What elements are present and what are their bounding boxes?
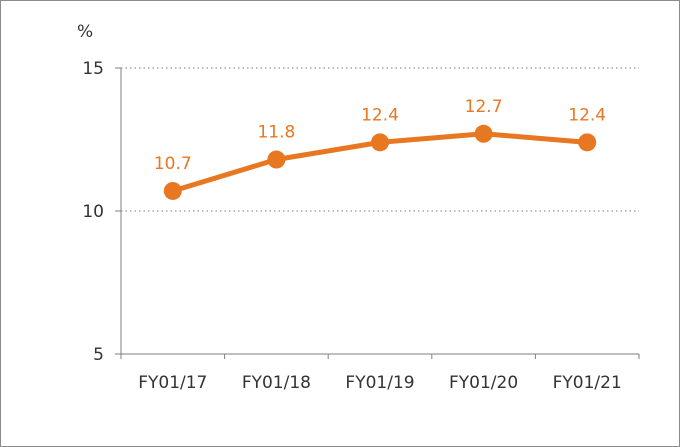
x-tick-label: FY01/20 (449, 373, 518, 393)
x-tick-label: FY01/17 (138, 373, 207, 393)
x-tick-label: FY01/18 (242, 373, 311, 393)
y-tick-label: 5 (93, 345, 104, 365)
data-point (267, 150, 286, 169)
data-label: 11.8 (257, 123, 295, 143)
gridlines (121, 67, 639, 212)
y-tick-label: 15 (82, 59, 104, 79)
data-point (163, 181, 182, 200)
data-label: 12.7 (465, 97, 503, 117)
series-group (163, 124, 597, 200)
x-tick-label: FY01/19 (345, 373, 414, 393)
data-label: 12.4 (361, 105, 399, 125)
y-tick-labels: 5 10 15 (82, 59, 104, 365)
data-point (578, 133, 597, 152)
y-tick-label: 10 (82, 202, 104, 222)
data-labels: 10.7 11.8 12.4 12.7 12.4 (154, 97, 606, 174)
x-tick-labels: FY01/17 FY01/18 FY01/19 FY01/20 FY01/21 (138, 373, 622, 393)
axes (115, 67, 640, 359)
x-tick-label: FY01/21 (553, 373, 622, 393)
y-unit-label: % (77, 22, 93, 42)
data-label: 12.4 (568, 105, 606, 125)
data-label: 10.7 (154, 154, 192, 174)
data-point (474, 124, 493, 143)
data-point (371, 133, 389, 152)
